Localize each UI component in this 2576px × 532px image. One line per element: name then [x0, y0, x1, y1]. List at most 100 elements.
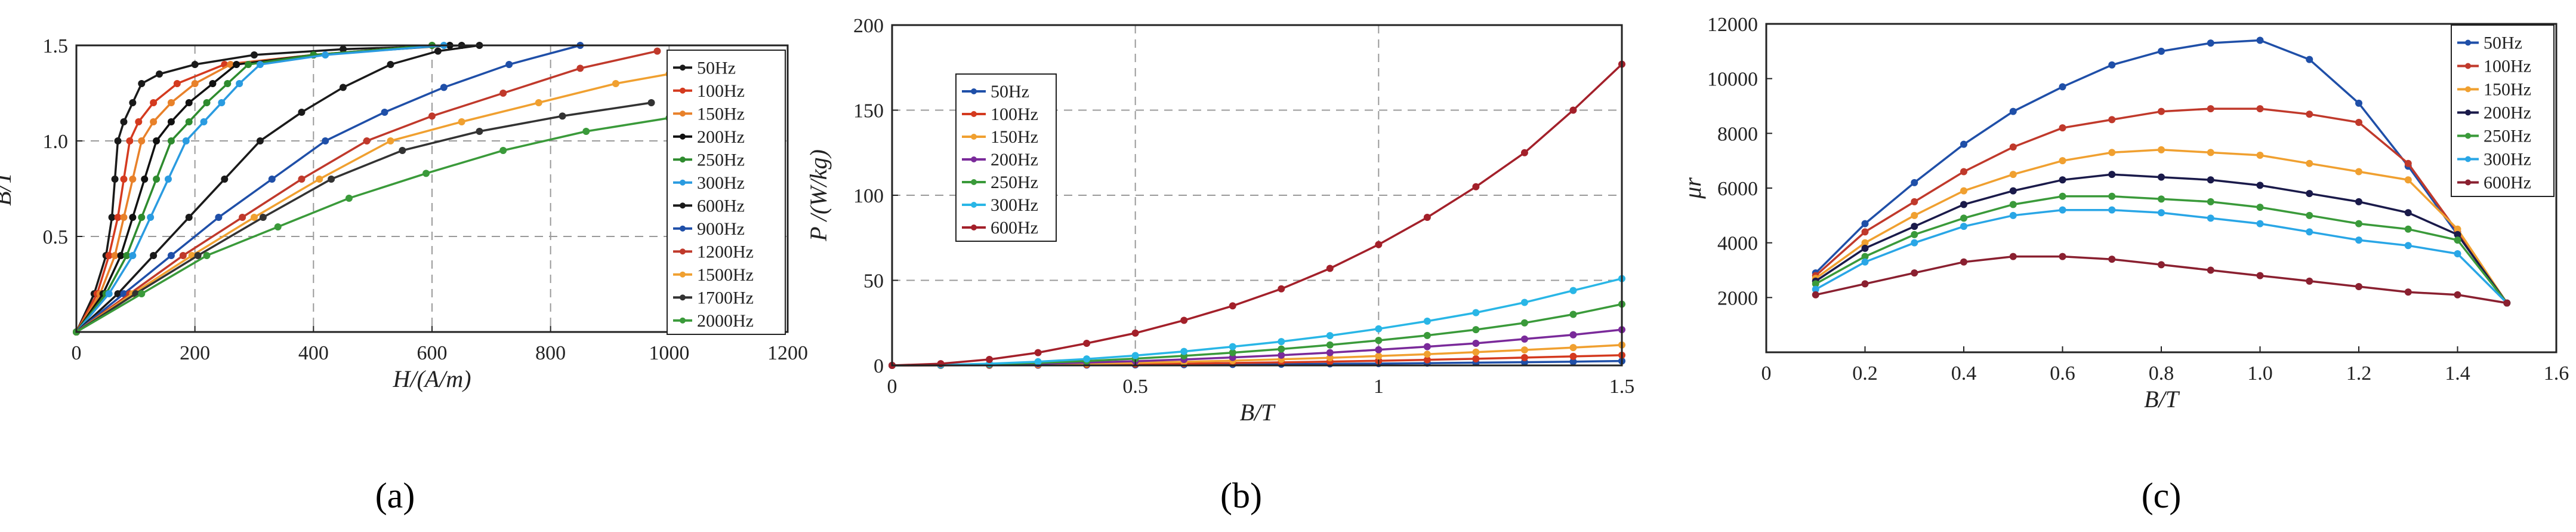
data-point: [251, 214, 258, 221]
data-point: [2207, 266, 2214, 274]
data-point: [2158, 107, 2165, 115]
y-axis-label: μr: [1679, 177, 1706, 199]
legend-label: 1500Hz: [697, 265, 754, 285]
data-point: [2454, 236, 2461, 244]
data-point: [108, 214, 116, 221]
data-point: [2256, 204, 2264, 211]
data-point: [129, 214, 137, 221]
x-tick-label: 0: [1761, 362, 1772, 385]
data-point: [123, 252, 131, 259]
data-point: [535, 99, 542, 106]
data-point: [2207, 176, 2214, 184]
data-point: [2404, 176, 2412, 184]
data-point: [1960, 187, 1967, 195]
data-point: [259, 214, 267, 221]
x-tick-label: 0.2: [1852, 362, 1878, 385]
x-tick-label: 0.6: [2050, 362, 2075, 385]
data-point: [2306, 56, 2313, 63]
data-point: [387, 137, 394, 144]
data-point: [185, 214, 193, 221]
data-point: [200, 118, 208, 125]
data-point: [1278, 345, 1285, 353]
data-point: [1180, 348, 1188, 355]
legend-label: 600Hz: [697, 196, 745, 216]
data-point: [1229, 302, 1236, 310]
data-point: [167, 252, 175, 259]
data-point: [1472, 339, 1480, 347]
x-tick-label: 1: [1374, 376, 1384, 398]
data-point: [256, 137, 264, 144]
data-point: [150, 99, 158, 106]
data-point: [105, 290, 113, 297]
data-point: [2158, 261, 2165, 269]
data-point: [194, 252, 202, 259]
data-point: [1861, 253, 1869, 260]
data-point: [1911, 179, 1918, 186]
legend-marker: [680, 202, 686, 209]
data-point: [1960, 201, 1967, 208]
data-point: [1423, 317, 1431, 325]
y-tick-label: 150: [853, 100, 884, 122]
x-tick-label: 600: [417, 342, 448, 364]
data-point: [381, 109, 388, 116]
legend-label: 100Hz: [991, 104, 1038, 124]
y-tick-label: 8000: [1717, 123, 1758, 145]
legend-marker: [2465, 86, 2471, 93]
series-line: [1815, 173, 2508, 304]
legend-marker: [2465, 63, 2471, 69]
legend-marker: [2465, 179, 2471, 186]
legend-marker: [680, 294, 686, 301]
data-point: [1520, 319, 1528, 327]
y-tick-label: 0.5: [43, 226, 69, 248]
data-point: [1472, 309, 1480, 316]
data-point: [1960, 214, 1967, 222]
legend-label: 200Hz: [2484, 103, 2531, 123]
data-point: [1812, 291, 1819, 299]
data-point: [345, 195, 353, 202]
data-point: [138, 290, 146, 297]
data-point: [499, 147, 507, 154]
data-point: [2503, 299, 2511, 307]
data-point: [2009, 253, 2017, 260]
data-point: [505, 61, 513, 68]
data-point: [215, 214, 223, 221]
x-tick-label: 400: [298, 342, 329, 364]
data-point: [458, 118, 465, 125]
legend-marker: [2465, 39, 2471, 46]
y-axis-label: B/T: [0, 170, 16, 206]
data-point: [298, 176, 306, 183]
series-line: [75, 44, 581, 333]
data-point: [2108, 171, 2116, 179]
legend-marker: [680, 271, 686, 278]
legend-label: 200Hz: [697, 127, 745, 147]
data-point: [1375, 325, 1383, 333]
data-point: [2256, 105, 2264, 113]
data-point: [340, 84, 347, 91]
legend-marker: [2465, 156, 2471, 162]
data-point: [2256, 220, 2264, 227]
data-point: [2059, 83, 2066, 91]
data-point: [1960, 223, 1967, 230]
series-line: [75, 44, 445, 333]
data-point: [2404, 288, 2412, 296]
data-point: [2256, 182, 2264, 189]
data-point: [2059, 176, 2066, 184]
data-point: [1278, 351, 1285, 359]
data-point: [2108, 256, 2116, 263]
data-point: [2306, 277, 2313, 285]
legend-label: 100Hz: [2484, 57, 2531, 76]
data-point: [1911, 211, 1918, 219]
data-point: [1131, 329, 1139, 337]
data-point: [1861, 239, 1869, 247]
data-point: [576, 64, 584, 72]
data-point: [322, 137, 329, 144]
data-point: [2059, 253, 2066, 260]
data-point: [1520, 149, 1528, 156]
legend-box: [667, 50, 786, 335]
panel-caption: (c): [2142, 476, 2182, 515]
legend-label: 1700Hz: [697, 288, 754, 307]
data-point: [387, 61, 394, 68]
data-point: [173, 80, 181, 87]
data-point: [209, 80, 217, 87]
data-point: [1569, 358, 1577, 365]
